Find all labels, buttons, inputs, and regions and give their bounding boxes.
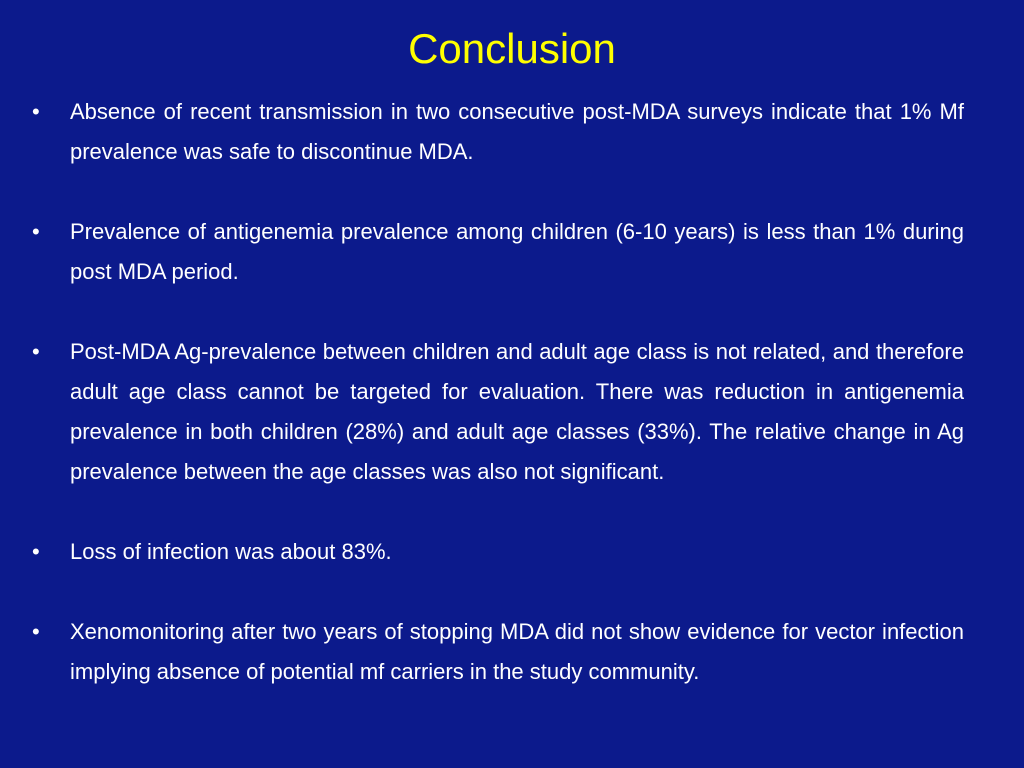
slide-title: Conclusion bbox=[408, 25, 616, 72]
list-item: • Prevalence of antigenemia prevalence a… bbox=[26, 212, 964, 292]
bullet-icon: • bbox=[32, 99, 40, 124]
bullet-icon: • bbox=[32, 619, 40, 644]
bullet-icon: • bbox=[32, 539, 40, 564]
bullet-text: Loss of infection was about 83%. bbox=[70, 539, 392, 564]
bullet-text: Prevalence of antigenemia prevalence amo… bbox=[70, 219, 964, 284]
bullet-text: Xenomonitoring after two years of stoppi… bbox=[70, 619, 964, 684]
bullet-list: • Absence of recent transmission in two … bbox=[26, 92, 964, 732]
bullet-icon: • bbox=[32, 339, 40, 364]
bullet-text: Absence of recent transmission in two co… bbox=[70, 99, 964, 164]
list-item: • Loss of infection was about 83%. bbox=[26, 532, 964, 572]
list-item: • Post-MDA Ag-prevalence between childre… bbox=[26, 332, 964, 492]
bullet-text: Post-MDA Ag-prevalence between children … bbox=[70, 339, 964, 484]
list-item: • Xenomonitoring after two years of stop… bbox=[26, 612, 964, 692]
list-item: • Absence of recent transmission in two … bbox=[26, 92, 964, 172]
bullet-icon: • bbox=[32, 219, 40, 244]
